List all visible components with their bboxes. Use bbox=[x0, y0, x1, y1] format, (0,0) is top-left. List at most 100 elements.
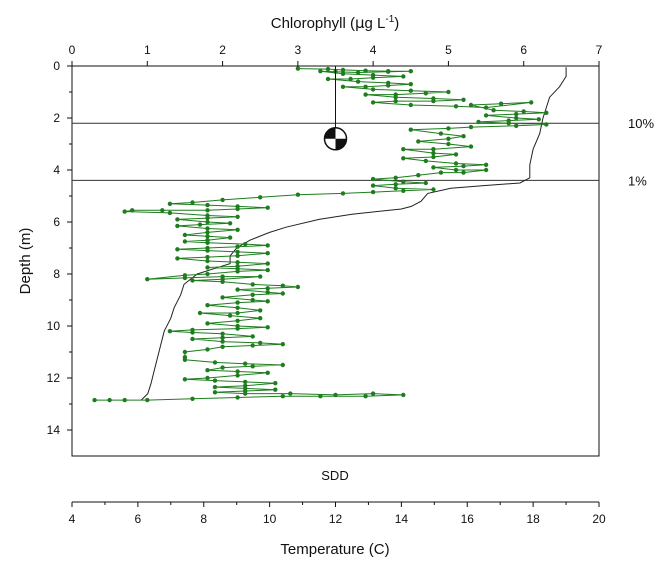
chlorophyll-point bbox=[401, 74, 406, 79]
secchi-quadrant bbox=[335, 138, 347, 150]
chlorophyll-point bbox=[431, 150, 436, 156]
chlorophyll-point bbox=[273, 381, 278, 386]
chlorophyll-point bbox=[280, 283, 285, 288]
chlorophyll-point bbox=[273, 387, 278, 392]
chlorophyll-point bbox=[438, 131, 444, 136]
chlorophyll-point bbox=[370, 189, 376, 195]
top-axis-tick-label: 7 bbox=[596, 43, 603, 57]
chlorophyll-point bbox=[340, 71, 346, 77]
bottom-axis-tick-label: 18 bbox=[526, 512, 540, 526]
chlorophyll-point bbox=[205, 208, 210, 213]
chlorophyll-point bbox=[423, 91, 428, 96]
chlorophyll-point bbox=[408, 88, 413, 93]
chlorophyll-point bbox=[348, 76, 353, 82]
chlorophyll-point bbox=[431, 154, 436, 160]
chlorophyll-point bbox=[205, 271, 210, 277]
chlorophyll-point bbox=[235, 269, 240, 274]
chlorophyll-point bbox=[235, 326, 240, 331]
left-axis-tick-label: 14 bbox=[47, 423, 61, 437]
chlorophyll-point bbox=[182, 357, 188, 362]
chlorophyll-point bbox=[235, 260, 240, 265]
chlorophyll-point bbox=[190, 278, 195, 283]
chlorophyll-point bbox=[355, 70, 361, 75]
chlorophyll-point bbox=[386, 83, 391, 88]
chlorophyll-point bbox=[220, 279, 225, 284]
chlorophyll-point bbox=[295, 66, 301, 71]
chlorophyll-series-line bbox=[94, 68, 547, 401]
chlorophyll-point bbox=[363, 92, 368, 97]
chlorophyll-point bbox=[325, 76, 331, 82]
chlorophyll-point bbox=[370, 100, 376, 105]
chlorophyll-point bbox=[205, 347, 210, 352]
left-axis-tick-label: 8 bbox=[53, 267, 60, 281]
chlorophyll-point bbox=[235, 305, 240, 310]
chlorophyll-point bbox=[340, 84, 346, 90]
chlorophyll-point bbox=[220, 365, 225, 370]
chlorophyll-point bbox=[318, 69, 323, 74]
chlorophyll-point bbox=[423, 158, 428, 164]
chlorophyll-point bbox=[514, 123, 519, 128]
chlorophyll-point bbox=[250, 292, 255, 297]
chlorophyll-point bbox=[205, 219, 210, 225]
chlorophyll-point bbox=[370, 391, 376, 396]
chlorophyll-point bbox=[498, 101, 504, 106]
chlorophyll-point bbox=[182, 232, 188, 238]
chlorophyll-point bbox=[461, 170, 466, 175]
chlorophyll-point bbox=[529, 100, 534, 105]
chlorophyll-point bbox=[446, 126, 451, 131]
chlorophyll-point bbox=[250, 282, 255, 287]
chlorophyll-point bbox=[453, 152, 459, 157]
chlorophyll-point bbox=[227, 313, 233, 318]
chlorophyll-point bbox=[197, 222, 203, 227]
chlorophyll-point bbox=[205, 226, 210, 231]
left-axis-tick-label: 2 bbox=[53, 111, 60, 125]
chlorophyll-point bbox=[205, 258, 210, 264]
chlorophyll-point bbox=[393, 175, 398, 180]
bottom-axis-tick-label: 14 bbox=[395, 512, 409, 526]
chlorophyll-point bbox=[416, 173, 421, 178]
chlorophyll-point bbox=[265, 243, 270, 248]
bottom-axis: 4 6 8 10 12 14 16 18 20 bbox=[69, 502, 606, 526]
chlorophyll-point bbox=[250, 343, 255, 348]
chlorophyll-point bbox=[220, 197, 225, 203]
chlorophyll-point bbox=[265, 325, 270, 330]
chlorophyll-point bbox=[205, 234, 210, 239]
chlorophyll-point bbox=[235, 287, 240, 292]
chlorophyll-point bbox=[92, 397, 97, 403]
chlorophyll-point bbox=[370, 176, 376, 182]
left-axis-tick-label: 0 bbox=[53, 59, 60, 73]
chlorophyll-point bbox=[265, 261, 270, 266]
chlorophyll-point bbox=[423, 180, 428, 186]
bottom-axis-tick-label: 16 bbox=[461, 512, 475, 526]
chlorophyll-point bbox=[476, 119, 481, 125]
chlorophyll-point bbox=[175, 217, 180, 222]
bottom-axis-tick-label: 4 bbox=[69, 512, 76, 526]
chlorophyll-point bbox=[182, 239, 188, 244]
chlorophyll-point bbox=[370, 75, 376, 80]
chlorophyll-point bbox=[220, 339, 225, 344]
chlorophyll-point bbox=[212, 390, 218, 395]
chlorophyll-point bbox=[212, 360, 218, 365]
chlorophyll-point bbox=[280, 291, 285, 296]
chlorophyll-point bbox=[243, 361, 248, 366]
chlorophyll-point bbox=[220, 331, 225, 336]
chlorophyll-point bbox=[182, 275, 188, 281]
chlorophyll-point bbox=[235, 310, 240, 316]
top-axis-tick-label: 3 bbox=[295, 43, 302, 57]
chlorophyll-point bbox=[401, 156, 406, 161]
top-axis: 0 1 2 3 4 5 6 7 bbox=[69, 43, 603, 66]
chlorophyll-point bbox=[453, 104, 459, 109]
chlorophyll-point bbox=[265, 205, 270, 210]
chlorophyll-point bbox=[227, 221, 233, 226]
chlorophyll-point bbox=[416, 139, 421, 144]
chlorophyll-point bbox=[401, 147, 406, 152]
temperature-series-line bbox=[140, 67, 567, 401]
chlorophyll-point bbox=[521, 109, 526, 114]
chlorophyll-point bbox=[363, 84, 368, 90]
chlorophyll-point bbox=[265, 299, 270, 304]
chlorophyll-point bbox=[107, 397, 112, 403]
chlorophyll-point bbox=[250, 297, 255, 303]
chlorophyll-point bbox=[145, 397, 150, 403]
chlorophyll-point bbox=[483, 105, 489, 110]
